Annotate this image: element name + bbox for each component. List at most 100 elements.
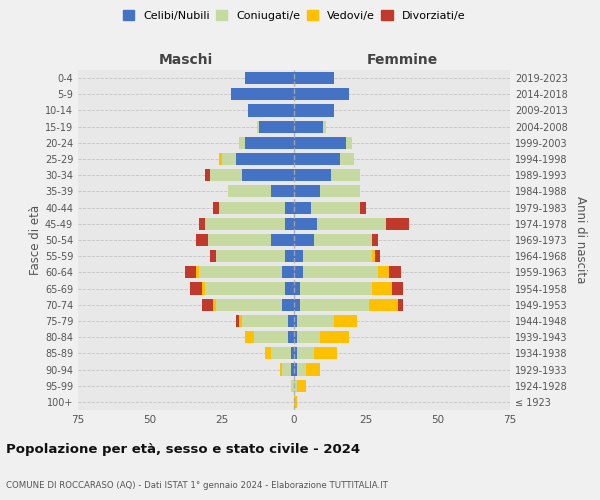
Bar bbox=[294, 250, 302, 262]
Bar bbox=[386, 218, 409, 230]
Bar bbox=[294, 169, 331, 181]
Bar bbox=[208, 234, 271, 246]
Legend: Celibi/Nubili, Coniugati/e, Vedovi/e, Divorziati/e: Celibi/Nubili, Coniugati/e, Vedovi/e, Di… bbox=[121, 8, 467, 23]
Bar bbox=[245, 137, 294, 149]
Bar bbox=[340, 153, 355, 165]
Bar bbox=[317, 218, 386, 230]
Bar bbox=[291, 364, 294, 376]
Bar bbox=[372, 282, 392, 294]
Bar bbox=[248, 104, 294, 117]
Bar bbox=[374, 250, 380, 262]
Bar bbox=[300, 298, 369, 311]
Bar bbox=[297, 380, 305, 392]
Bar bbox=[216, 298, 283, 311]
Bar bbox=[196, 234, 208, 246]
Bar bbox=[294, 396, 297, 408]
Bar bbox=[294, 298, 300, 311]
Bar bbox=[205, 282, 286, 294]
Bar bbox=[331, 169, 360, 181]
Bar bbox=[297, 315, 334, 327]
Bar bbox=[286, 282, 294, 294]
Bar bbox=[294, 348, 297, 360]
Bar bbox=[286, 250, 294, 262]
Bar bbox=[377, 266, 389, 278]
Bar bbox=[196, 266, 199, 278]
Bar bbox=[245, 331, 254, 343]
Bar bbox=[294, 234, 314, 246]
Bar bbox=[360, 202, 366, 213]
Bar bbox=[283, 298, 294, 311]
Bar bbox=[202, 298, 214, 311]
Bar bbox=[294, 153, 340, 165]
Bar bbox=[314, 348, 337, 360]
Bar bbox=[239, 315, 242, 327]
Bar bbox=[286, 218, 294, 230]
Bar bbox=[302, 266, 377, 278]
Bar bbox=[291, 348, 294, 360]
Bar bbox=[219, 202, 286, 213]
Bar bbox=[199, 266, 283, 278]
Bar bbox=[257, 120, 259, 132]
Bar bbox=[294, 266, 302, 278]
Bar bbox=[389, 266, 401, 278]
Bar bbox=[222, 153, 236, 165]
Bar bbox=[372, 234, 377, 246]
Bar bbox=[294, 186, 320, 198]
Bar bbox=[283, 364, 291, 376]
Bar bbox=[369, 298, 398, 311]
Bar bbox=[392, 282, 403, 294]
Bar bbox=[205, 218, 286, 230]
Bar bbox=[294, 120, 323, 132]
Bar bbox=[211, 169, 242, 181]
Y-axis label: Fasce di età: Fasce di età bbox=[29, 205, 42, 275]
Bar bbox=[190, 282, 202, 294]
Bar bbox=[334, 315, 358, 327]
Bar bbox=[302, 250, 372, 262]
Bar bbox=[242, 169, 294, 181]
Bar bbox=[286, 202, 294, 213]
Bar bbox=[294, 364, 297, 376]
Bar bbox=[280, 364, 283, 376]
Bar bbox=[214, 298, 216, 311]
Bar bbox=[294, 218, 317, 230]
Bar bbox=[185, 266, 196, 278]
Bar bbox=[236, 315, 239, 327]
Bar bbox=[294, 331, 297, 343]
Bar bbox=[228, 186, 271, 198]
Bar bbox=[214, 202, 219, 213]
Bar bbox=[288, 331, 294, 343]
Bar bbox=[219, 153, 222, 165]
Text: Femmine: Femmine bbox=[367, 53, 437, 67]
Bar bbox=[294, 315, 297, 327]
Bar bbox=[205, 169, 211, 181]
Bar bbox=[199, 218, 205, 230]
Bar bbox=[305, 364, 320, 376]
Bar bbox=[311, 202, 360, 213]
Bar bbox=[372, 250, 374, 262]
Bar bbox=[297, 348, 314, 360]
Bar bbox=[294, 72, 334, 84]
Bar bbox=[291, 380, 294, 392]
Bar bbox=[294, 380, 297, 392]
Bar bbox=[242, 315, 288, 327]
Bar bbox=[320, 331, 349, 343]
Bar bbox=[230, 88, 294, 101]
Text: Popolazione per età, sesso e stato civile - 2024: Popolazione per età, sesso e stato civil… bbox=[6, 442, 360, 456]
Y-axis label: Anni di nascita: Anni di nascita bbox=[574, 196, 587, 284]
Bar bbox=[254, 331, 288, 343]
Bar bbox=[294, 202, 311, 213]
Bar bbox=[271, 234, 294, 246]
Bar bbox=[300, 282, 372, 294]
Bar bbox=[271, 186, 294, 198]
Bar bbox=[265, 348, 271, 360]
Text: Maschi: Maschi bbox=[159, 53, 213, 67]
Bar bbox=[211, 250, 216, 262]
Bar bbox=[294, 137, 346, 149]
Bar bbox=[297, 331, 320, 343]
Bar bbox=[283, 266, 294, 278]
Bar bbox=[288, 315, 294, 327]
Bar bbox=[294, 88, 349, 101]
Bar bbox=[314, 234, 372, 246]
Bar bbox=[297, 364, 305, 376]
Bar bbox=[323, 120, 326, 132]
